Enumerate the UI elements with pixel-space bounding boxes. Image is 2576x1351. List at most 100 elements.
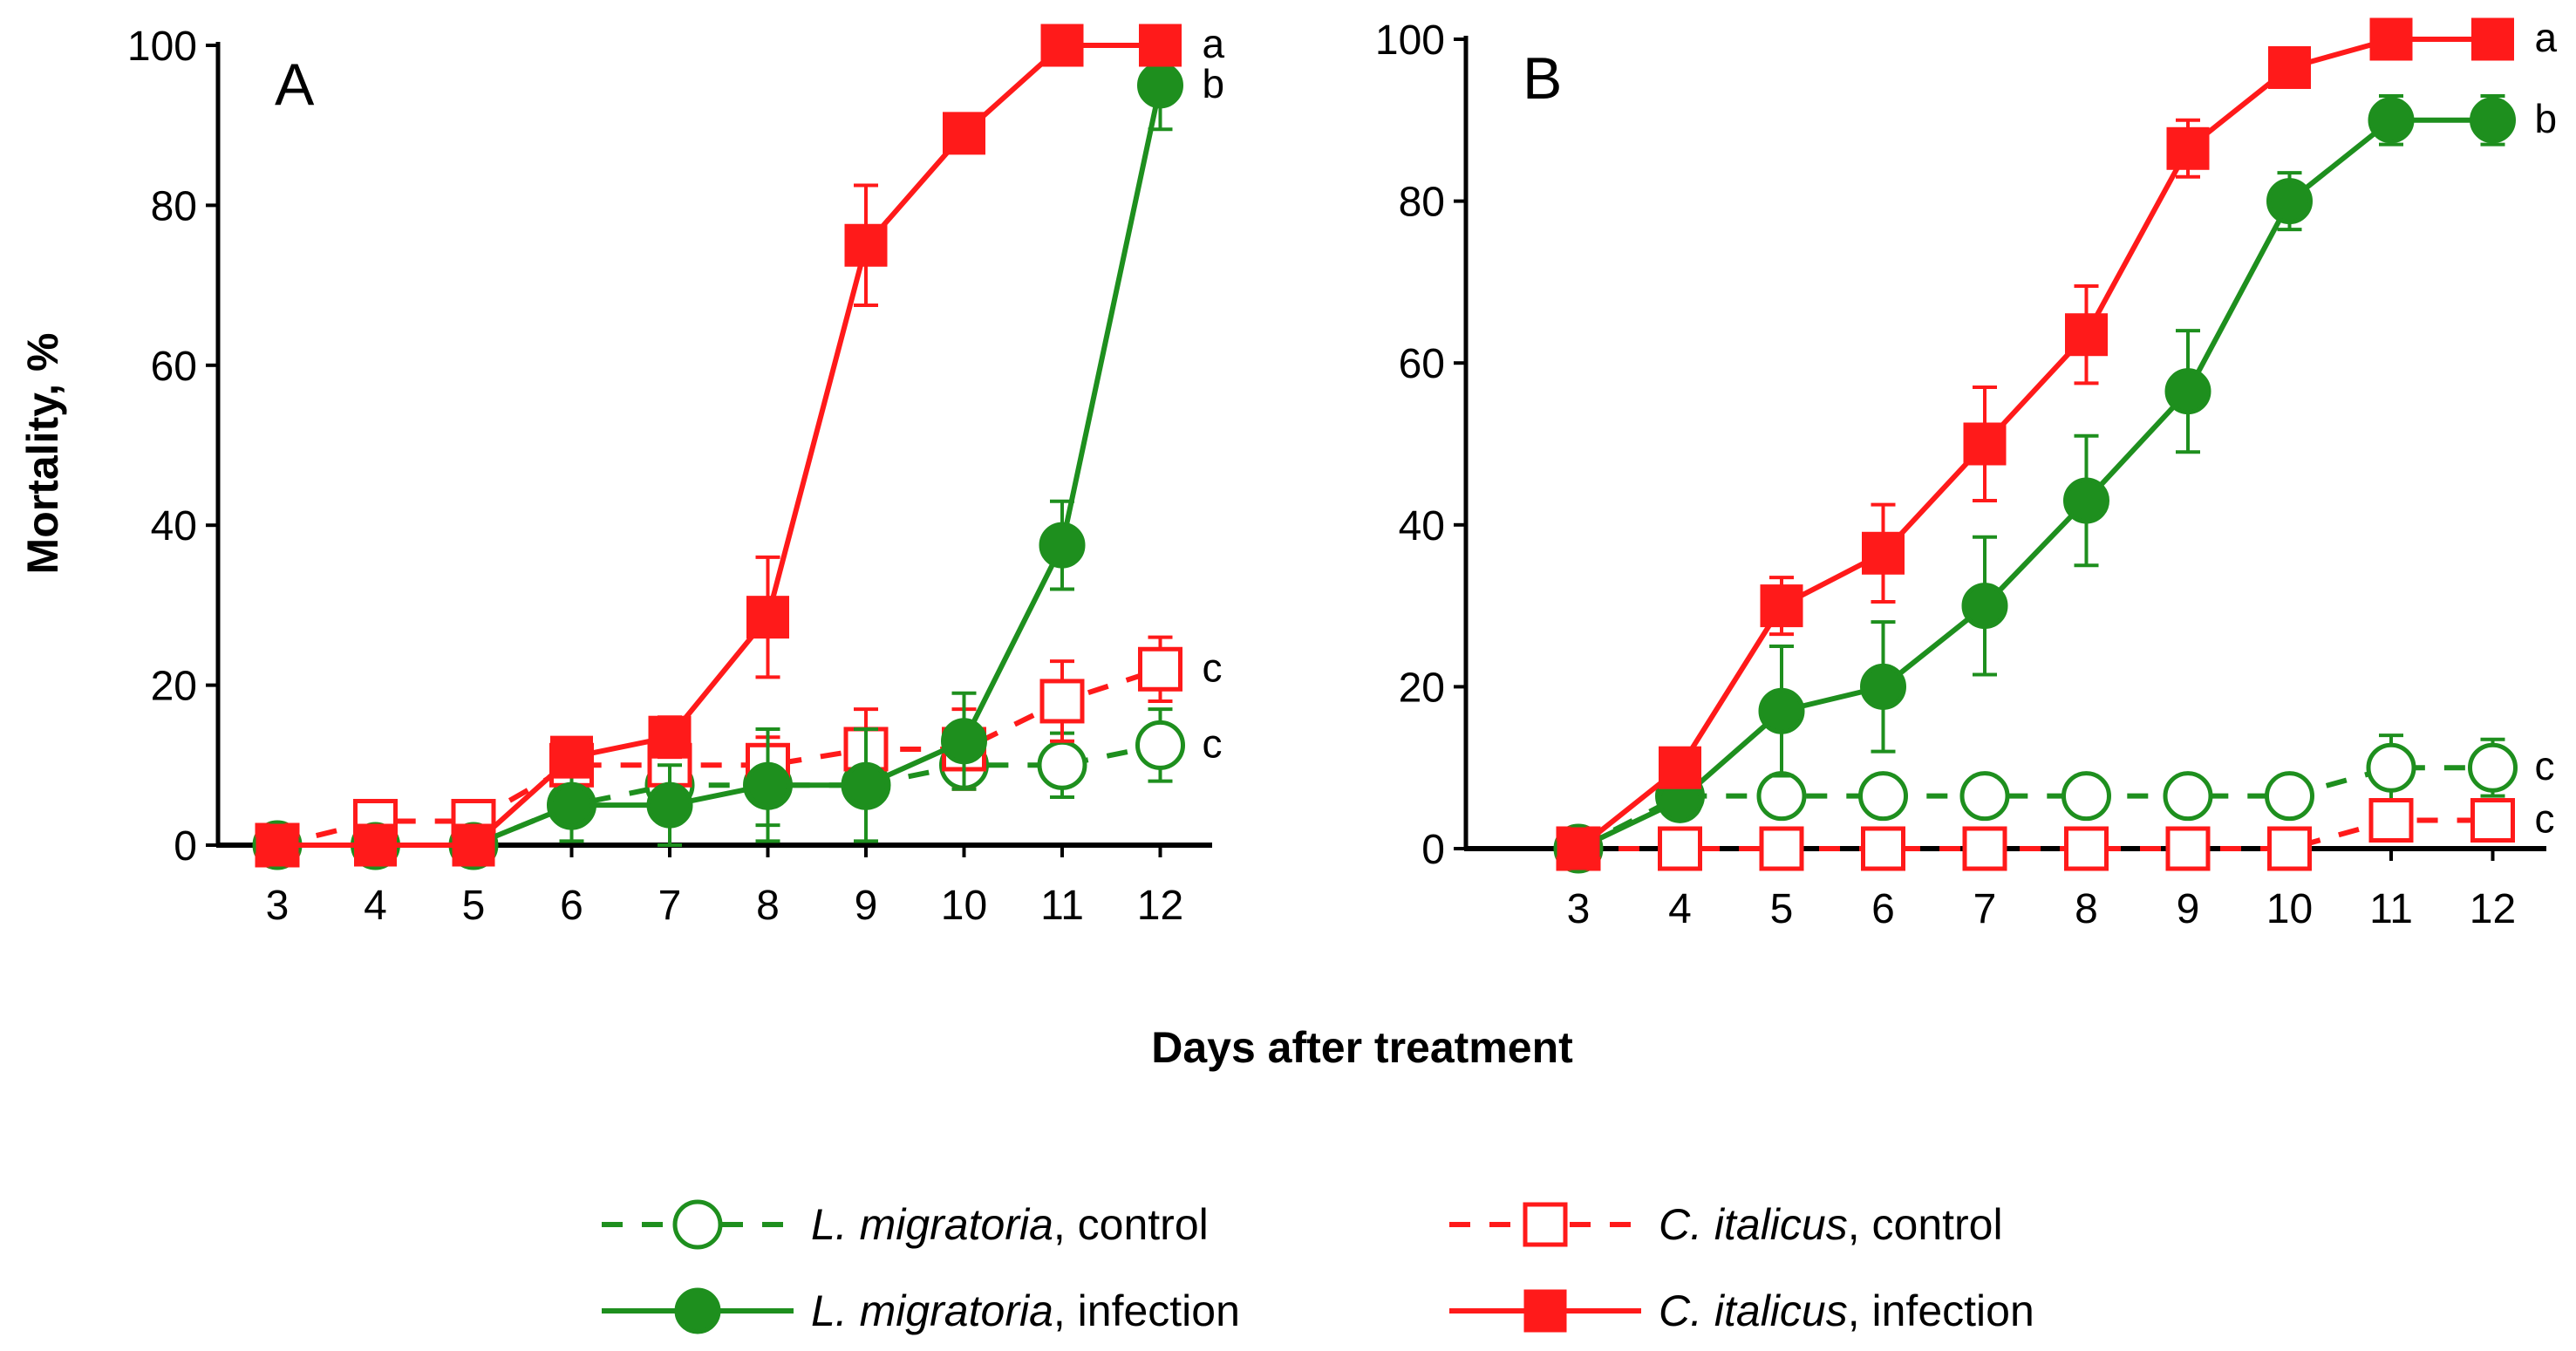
legend-entry-lm_control: L. migratoria, control: [602, 1199, 1209, 1250]
data-point: [2468, 742, 2518, 793]
x-tick-label: 10: [2266, 886, 2313, 932]
legend-entry-ci_control: C. italicus, control: [1449, 1200, 2003, 1249]
data-point: [452, 823, 495, 867]
data-point: [1861, 826, 1905, 871]
data-point: [1135, 720, 1185, 770]
data-point: [1139, 24, 1182, 67]
legend-label: L. migratoria, control: [811, 1200, 1209, 1249]
y-tick-label: 40: [151, 503, 197, 549]
panel-B: 0 20 40 60 80 100 3 4 5 6 7 8 9 10 11 12 Bab cc: [1375, 15, 2558, 932]
y-tick-label: 100: [127, 24, 197, 70]
data-point: [354, 823, 397, 867]
x-tick-label: 12: [2470, 886, 2516, 932]
series-ci_infection: [1557, 17, 2514, 870]
significance-letter: c: [1203, 720, 1223, 766]
x-tick-label: 3: [1567, 886, 1591, 932]
series-lm_infection: [254, 39, 1183, 869]
legend-label: C. italicus, control: [1659, 1200, 2003, 1249]
x-tick-label: 9: [855, 883, 878, 929]
y-tick-label: 20: [151, 664, 197, 710]
x-tick-label: 3: [266, 883, 290, 929]
data-point: [1039, 522, 1086, 569]
panel-A: 0 20 40 60 80 100 3 4 5 6 7 8 9 10 11 12 Aab cc: [127, 21, 1225, 929]
data-point: [2470, 798, 2515, 843]
y-tick-label: 80: [151, 183, 197, 229]
legend-marker: [1523, 1202, 1568, 1247]
series-line: [1578, 817, 2493, 851]
y-tick-label: 0: [1421, 827, 1445, 873]
legend-entry-ci_infection: C. italicus, infection: [1449, 1286, 2034, 1335]
significance-letter: c: [2535, 743, 2555, 788]
data-point: [1858, 771, 1908, 822]
data-point: [2063, 477, 2109, 524]
data-point: [1760, 584, 1803, 628]
series-line: [1577, 765, 2493, 851]
x-tick-label: 7: [1973, 886, 1997, 932]
data-point: [2265, 771, 2314, 822]
data-point: [646, 781, 693, 829]
x-tick-label: 11: [1040, 883, 1084, 929]
data-point: [1959, 771, 2010, 822]
data-point: [1137, 62, 1183, 109]
x-tick-label: 7: [658, 883, 682, 929]
series-line: [1577, 37, 2493, 851]
data-point: [1557, 827, 1600, 870]
data-point: [2470, 97, 2516, 144]
data-point: [549, 781, 595, 829]
significance-letter: b: [2535, 96, 2558, 141]
series-ci_infection: [256, 24, 1182, 867]
legend-marker: [1523, 1289, 1567, 1333]
x-tick-label: 4: [1668, 886, 1692, 932]
series-line: [277, 43, 1161, 848]
y-tick-label: 20: [1399, 665, 1445, 711]
data-point: [256, 823, 299, 867]
data-point: [2267, 826, 2312, 871]
x-tick-label: 5: [462, 883, 486, 929]
series-line: [277, 742, 1162, 848]
data-point: [1961, 583, 2008, 630]
significance-letter: c: [1203, 645, 1223, 690]
data-point: [2366, 742, 2416, 793]
data-point: [2368, 798, 2414, 843]
data-point: [943, 112, 985, 155]
data-point: [1040, 24, 1084, 67]
legend-marker: [672, 1199, 723, 1250]
y-tick-label: 60: [151, 344, 197, 390]
x-tick-label: 8: [2075, 886, 2098, 932]
data-point: [2165, 826, 2211, 871]
legend-marker: [674, 1287, 721, 1334]
data-point: [1962, 826, 2007, 871]
series-line: [277, 85, 1163, 848]
data-point: [1756, 771, 1807, 822]
data-point: [1963, 422, 2007, 466]
data-point: [1862, 531, 1905, 575]
data-point: [2266, 178, 2313, 225]
data-point: [2471, 17, 2514, 61]
panel-label: A: [275, 51, 315, 118]
y-tick-label: 60: [1399, 341, 1445, 387]
data-point: [1659, 746, 1701, 789]
legend-entry-lm_infection: L. migratoria, infection: [602, 1286, 1240, 1335]
x-tick-label: 5: [1770, 886, 1794, 932]
x-tick-label: 4: [364, 883, 387, 929]
x-tick-label: 8: [756, 883, 780, 929]
data-point: [842, 761, 889, 809]
series-line: [1577, 117, 2493, 851]
y-tick-label: 80: [1399, 180, 1445, 226]
x-tick-label: 11: [2369, 886, 2413, 932]
panel-label: B: [1523, 45, 1562, 112]
data-point: [1039, 679, 1085, 724]
data-point: [2166, 126, 2210, 170]
data-point: [1037, 740, 1087, 790]
data-point: [746, 596, 789, 639]
data-point: [1759, 826, 1804, 871]
legend: L. migratoria, control C. italicus, contr…: [602, 1199, 2034, 1335]
significance-letter: b: [1203, 61, 1225, 106]
data-point: [745, 761, 791, 809]
data-point: [2061, 771, 2111, 822]
x-tick-label: 6: [1871, 886, 1895, 932]
legend-label: C. italicus, infection: [1659, 1286, 2034, 1335]
significance-letter: c: [2535, 796, 2555, 842]
y-axis-title: Mortality, %: [18, 333, 67, 575]
